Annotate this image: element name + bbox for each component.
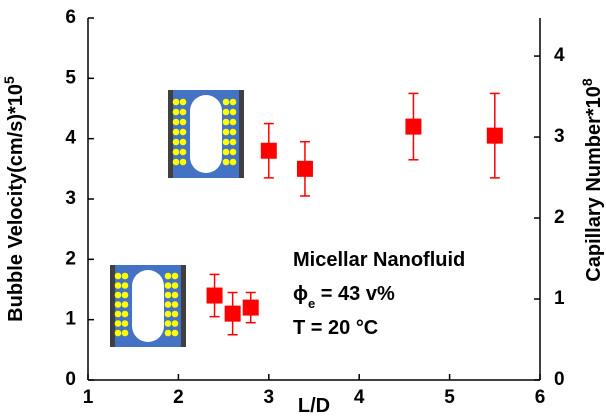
marker: [405, 118, 422, 135]
marker: [486, 127, 503, 144]
particle: [229, 128, 237, 136]
particle: [229, 158, 237, 166]
y-tick-label: 4: [65, 128, 76, 149]
y-tick-label: 5: [65, 67, 76, 88]
x-tick-label: 6: [535, 387, 546, 408]
particle: [222, 158, 230, 166]
particle: [121, 301, 129, 308]
y-axis-title: Bubble Velocity(cm/s)*105: [1, 76, 27, 322]
particle: [229, 148, 237, 156]
x-tick-label: 1: [83, 387, 94, 408]
particle: [171, 291, 179, 299]
particle: [229, 98, 237, 106]
particle: [114, 282, 122, 289]
y-tick-label: 3: [65, 188, 76, 209]
particle: [121, 320, 129, 327]
particle: [114, 310, 122, 318]
particle: [172, 108, 180, 116]
particle: [179, 108, 187, 116]
marker: [260, 142, 277, 159]
particle: [114, 291, 122, 299]
particle: [179, 148, 187, 156]
marker: [296, 160, 313, 177]
particle: [171, 282, 179, 289]
particle: [114, 320, 122, 327]
y-tick-label: 1: [65, 309, 76, 330]
particle: [164, 320, 172, 327]
particle: [121, 329, 129, 337]
particle: [222, 108, 230, 116]
particle: [171, 329, 179, 337]
particle: [121, 310, 129, 318]
annotation-subscript: e: [308, 296, 315, 311]
particle: [179, 128, 187, 136]
marker: [206, 287, 223, 304]
particle: [179, 138, 187, 146]
particle: [121, 272, 129, 280]
y2-axis-title: Capillary Number*108: [579, 78, 605, 282]
particle: [171, 301, 179, 308]
y2-tick-label: 4: [554, 45, 565, 66]
x-tick-label: 2: [173, 387, 184, 408]
particle: [121, 291, 129, 299]
particle: [229, 138, 237, 146]
particle: [164, 282, 172, 289]
particle: [179, 118, 187, 126]
particle: [179, 98, 187, 106]
particle: [114, 301, 122, 308]
particle: [171, 320, 179, 327]
inset-particles: [114, 98, 237, 337]
particle: [171, 272, 179, 280]
y2-tick-label: 2: [554, 207, 565, 228]
particle: [114, 329, 122, 337]
y-axis-title-text: Bubble Velocity(cm/s)*10: [5, 84, 27, 322]
particle: [172, 158, 180, 166]
particle: [172, 128, 180, 136]
annotation-text: = 43 v%: [315, 283, 395, 305]
particle: [164, 329, 172, 337]
annotation-line: ϕe = 43 v%: [293, 283, 395, 311]
particle: [164, 310, 172, 318]
particle: [229, 108, 237, 116]
y2-axis-title-text: Capillary Number*10: [583, 86, 605, 282]
x-tick-label: 3: [264, 387, 275, 408]
particle: [222, 148, 230, 156]
particle: [164, 301, 172, 308]
particle: [222, 128, 230, 136]
x-tick-label: 5: [444, 387, 455, 408]
particle: [229, 118, 237, 126]
y-tick-label: 6: [65, 7, 76, 28]
particle: [164, 291, 172, 299]
particle: [222, 138, 230, 146]
particle: [172, 98, 180, 106]
particle: [164, 272, 172, 280]
annotation-symbol: ϕ: [293, 283, 308, 305]
annotation-line: T = 20 °C: [293, 317, 378, 339]
y2-axis-title-exponent: 8: [579, 78, 595, 86]
particle: [222, 98, 230, 106]
y2-tick-label: 3: [554, 126, 565, 147]
particle: [172, 138, 180, 146]
particle: [121, 282, 129, 289]
marker: [224, 305, 241, 322]
particle: [114, 272, 122, 280]
marker: [242, 299, 259, 316]
x-axis-title: L/D: [298, 395, 330, 417]
y-tick-label: 0: [65, 369, 76, 390]
x-tick-label: 4: [354, 387, 365, 408]
particle: [172, 118, 180, 126]
particle: [222, 118, 230, 126]
particle: [171, 310, 179, 318]
particle: [179, 158, 187, 166]
particle: [172, 148, 180, 156]
y2-tick-label: 1: [554, 288, 565, 309]
y-axis-title-exponent: 5: [1, 76, 17, 84]
y-tick-label: 2: [65, 248, 76, 269]
annotation-line: Micellar Nanofluid: [293, 249, 465, 271]
y2-tick-label: 0: [554, 369, 565, 390]
